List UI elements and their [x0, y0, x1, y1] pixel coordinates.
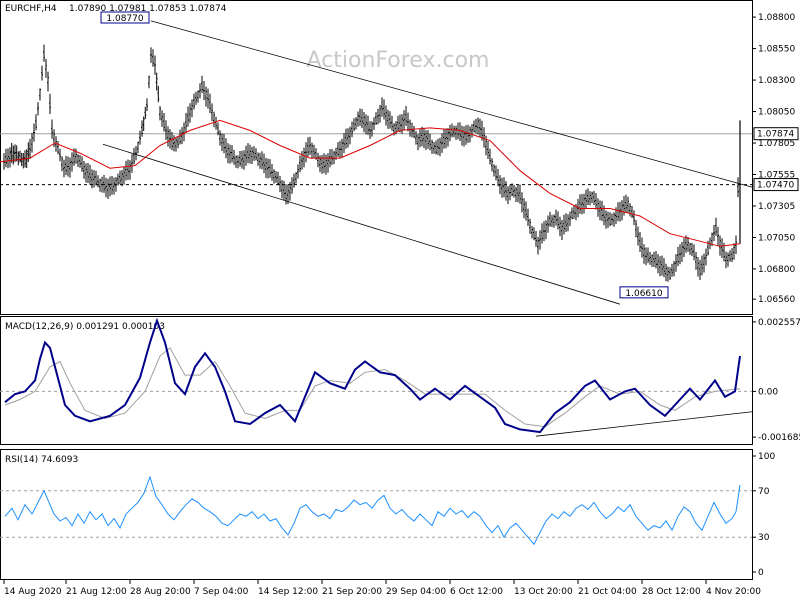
rsi-pane-border — [0, 449, 753, 580]
rsi-title: RSI(14) 74.6093 — [5, 455, 78, 465]
macd-line — [4, 317, 741, 434]
time-axis-label: 28 Aug 20:00 — [130, 587, 191, 597]
time-axis-label: 13 Oct 20:00 — [514, 587, 573, 597]
price-annotation-label: 1.08770 — [106, 14, 143, 24]
price-axis-label: 1.08550 — [758, 45, 795, 55]
time-axis-label: 14 Sep 12:00 — [258, 587, 318, 597]
price-annotation-box — [619, 286, 669, 299]
price-pane-border — [0, 0, 753, 315]
rsi-line — [4, 475, 741, 546]
time-axis: 14 Aug 2020 21 Aug 12:00 28 Aug 20:00 7 Sep… — [3, 580, 761, 597]
time-axis-label: 21 Sep 20:00 — [322, 587, 382, 597]
moving-average-line — [0, 119, 741, 247]
price-annotation-box — [100, 11, 150, 24]
macd-trendline — [535, 411, 753, 437]
price-axis-label: 1.07305 — [758, 202, 795, 212]
price-axis: 1.08800 1.08550 1.08300 1.08050 1.07805 1.075… — [752, 13, 799, 305]
rsi-marks — [0, 475, 752, 546]
time-axis-label: 14 Aug 2020 — [4, 587, 62, 597]
macd-axis-label: 0.00 — [758, 387, 778, 397]
macd-title: MACD(12,26,9) 0.001291 0.000103 — [5, 322, 165, 332]
rsi-axis-label: 30 — [758, 533, 770, 543]
price-annotation-label: 1.06610 — [625, 289, 662, 299]
time-axis-label: 29 Sep 04:00 — [386, 587, 446, 597]
time-axis-label: 21 Oct 04:00 — [578, 587, 637, 597]
price-ohlc: 1.07890 1.07981 1.07853 1.07874 — [69, 4, 227, 14]
rsi-axis: 100 70 30 0 — [752, 452, 775, 578]
rsi-axis-label: 100 — [758, 452, 775, 462]
price-axis-label: 1.07805 — [758, 139, 795, 149]
macd-axis-label: 0.002557 — [758, 318, 800, 328]
macd-pane-border — [0, 316, 753, 445]
price-axis-label: 1.08800 — [758, 13, 795, 23]
price-pane: ActionForex.com EURCHF,H4 1.07890 1.0798… — [0, 0, 799, 315]
channel-upper-line — [150, 20, 753, 188]
price-axis-label: 1.06800 — [758, 265, 795, 275]
price-title: EURCHF,H4 — [5, 4, 57, 14]
price-axis-label: 1.07555 — [758, 170, 795, 180]
time-axis-label: 28 Oct 12:00 — [642, 587, 701, 597]
price-axis-label: 1.08300 — [758, 76, 795, 86]
time-axis-label: 4 Nov 20:00 — [706, 587, 761, 597]
macd-marks — [0, 317, 753, 437]
time-axis-label: 7 Sep 04:00 — [194, 587, 249, 597]
level-price-tag-box — [753, 178, 799, 192]
time-axis-label: 6 Oct 12:00 — [450, 587, 503, 597]
macd-signal-line — [4, 347, 741, 428]
current-price-tag: 1.07874 — [757, 130, 794, 140]
level-price-tag: 1.07470 — [757, 181, 794, 191]
current-price-tag-box — [753, 127, 799, 141]
macd-axis: 0.002557 0.00 -0.001685 — [752, 318, 800, 443]
rsi-axis-label: 0 — [758, 568, 764, 578]
macd-pane: MACD(12,26,9) 0.001291 0.000103 0.002557… — [0, 316, 800, 445]
rsi-axis-label: 70 — [758, 487, 770, 497]
price-axis-label: 1.08050 — [758, 108, 795, 118]
price-marks: 1.08770 1.06610 — [0, 11, 753, 305]
price-axis-label: 1.07050 — [758, 233, 795, 243]
channel-lower-line — [102, 143, 621, 305]
rsi-pane: RSI(14) 74.6093 100 70 30 0 — [0, 449, 775, 580]
macd-axis-label: -0.001685 — [758, 433, 800, 443]
price-axis-label: 1.06560 — [758, 295, 795, 305]
watermark: ActionForex.com — [307, 48, 490, 73]
time-axis-label: 21 Aug 12:00 — [66, 587, 127, 597]
